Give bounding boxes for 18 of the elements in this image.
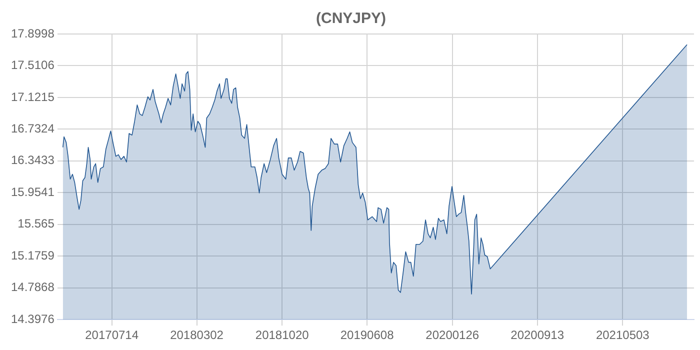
y-tick-label: 15.9541 (10, 184, 55, 199)
x-tick-label: 20200913 (510, 328, 564, 342)
x-tick-label: 20170714 (85, 328, 139, 342)
y-tick-label: 16.7324 (10, 122, 55, 136)
x-tick-label: 20210503 (596, 328, 650, 342)
chart-title: (CNYJPY) (316, 10, 386, 28)
y-tick-label: 15.565 (18, 216, 55, 231)
y-tick-label: 14.7868 (10, 280, 55, 294)
x-tick-label: 20180302 (170, 328, 224, 342)
y-tick-label: 14.3976 (10, 312, 55, 326)
y-tick-label: 17.8998 (10, 26, 55, 40)
y-tick-label: 17.1215 (10, 90, 55, 104)
y-tick-label: 15.1759 (10, 248, 55, 262)
y-tick-label: 17.5106 (10, 58, 55, 72)
x-tick-label: 20200126 (426, 328, 480, 342)
x-tick-label: 20181020 (255, 328, 310, 342)
y-tick-label: 16.3433 (10, 153, 55, 168)
x-tick-label: 20190608 (340, 328, 394, 342)
